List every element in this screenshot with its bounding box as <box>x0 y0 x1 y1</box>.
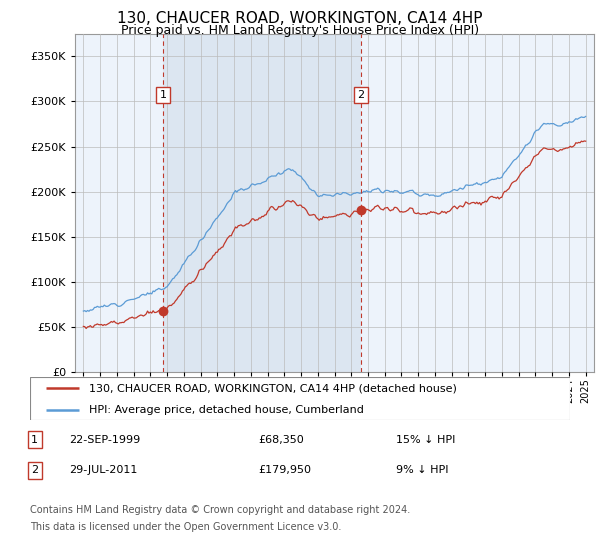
Text: 130, CHAUCER ROAD, WORKINGTON, CA14 4HP (detached house): 130, CHAUCER ROAD, WORKINGTON, CA14 4HP … <box>89 383 457 393</box>
Text: £179,950: £179,950 <box>258 465 311 475</box>
Text: £68,350: £68,350 <box>258 435 304 445</box>
Text: HPI: Average price, detached house, Cumberland: HPI: Average price, detached house, Cumb… <box>89 405 364 414</box>
Text: This data is licensed under the Open Government Licence v3.0.: This data is licensed under the Open Gov… <box>30 522 341 532</box>
Text: 29-JUL-2011: 29-JUL-2011 <box>69 465 137 475</box>
Point <box>356 206 366 214</box>
Text: 9% ↓ HPI: 9% ↓ HPI <box>396 465 449 475</box>
Point <box>158 306 167 315</box>
Text: Contains HM Land Registry data © Crown copyright and database right 2024.: Contains HM Land Registry data © Crown c… <box>30 505 410 515</box>
Text: 2: 2 <box>31 465 38 475</box>
Bar <box>163 34 361 372</box>
Text: 2: 2 <box>358 90 365 100</box>
Text: 1: 1 <box>31 435 38 445</box>
Text: 22-SEP-1999: 22-SEP-1999 <box>69 435 140 445</box>
FancyBboxPatch shape <box>30 377 570 420</box>
Text: 130, CHAUCER ROAD, WORKINGTON, CA14 4HP: 130, CHAUCER ROAD, WORKINGTON, CA14 4HP <box>117 11 483 26</box>
Text: Price paid vs. HM Land Registry's House Price Index (HPI): Price paid vs. HM Land Registry's House … <box>121 24 479 36</box>
Text: 15% ↓ HPI: 15% ↓ HPI <box>396 435 455 445</box>
Text: 1: 1 <box>160 90 166 100</box>
